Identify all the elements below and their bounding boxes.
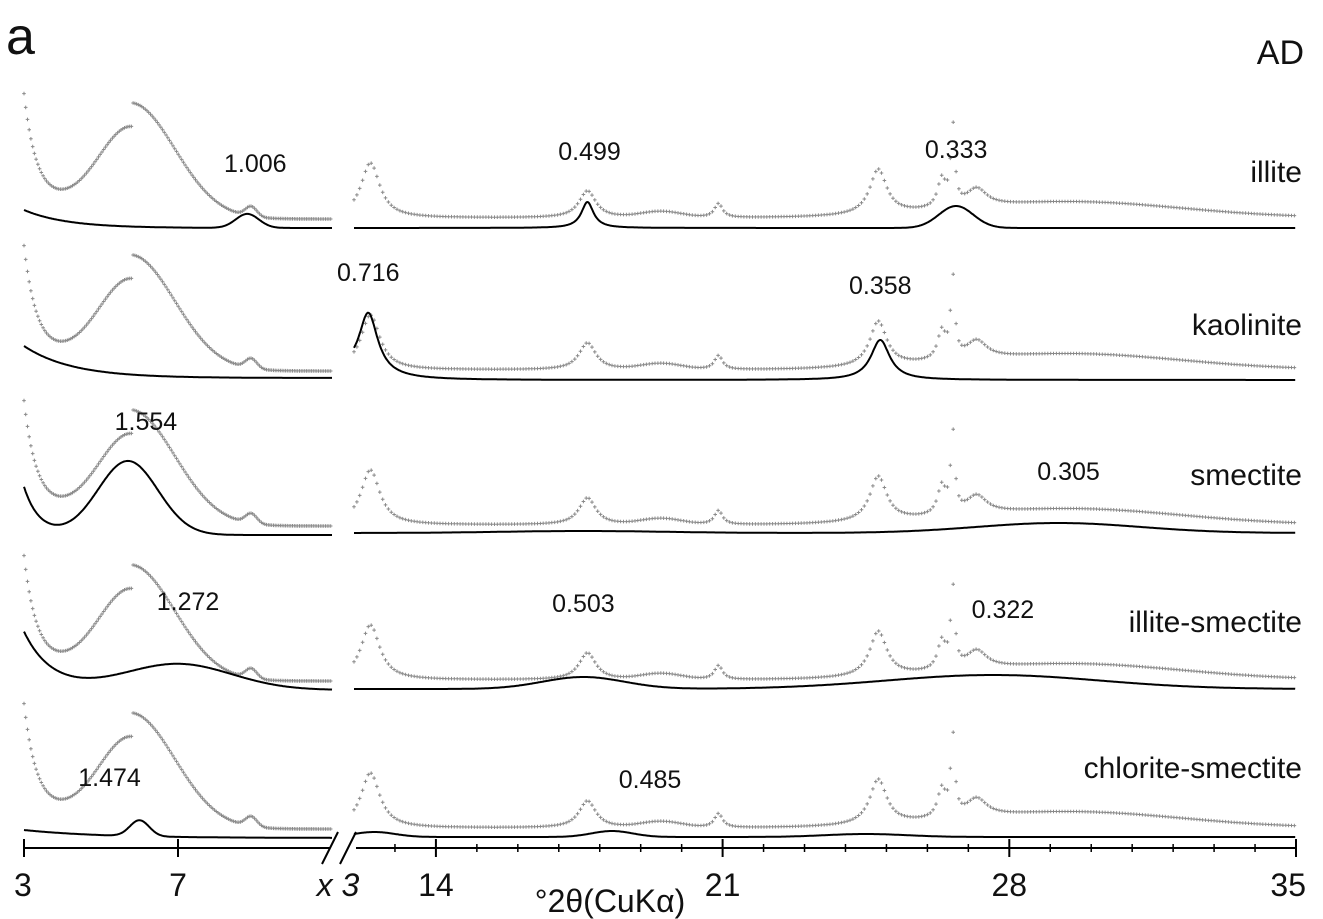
peak-label: 0.305 bbox=[1037, 458, 1100, 486]
measured-pattern-smectite bbox=[22, 398, 1297, 528]
measured-markers bbox=[22, 398, 1297, 528]
peak-label: 0.716 bbox=[337, 259, 400, 287]
x-tick-label: 14 bbox=[418, 867, 454, 903]
mineral-name: illite-smectite bbox=[1129, 606, 1302, 639]
axis-break-label: x 3 bbox=[315, 867, 360, 903]
peak-label: 0.485 bbox=[619, 766, 682, 794]
panel-kaolinite: 0.716 0.358 kaolinite bbox=[22, 243, 1302, 381]
measured-markers bbox=[22, 243, 1297, 373]
x-axis: 3 7 14 21 28 35 x 3 bbox=[14, 831, 1306, 903]
panel-smectite: 1.554 0.305 smectite bbox=[22, 398, 1302, 536]
panel-chlorite-smectite: 1.474 0.485 chlorite-smectite bbox=[22, 701, 1302, 839]
modeled-profile-high-illite-smectite bbox=[354, 674, 1296, 690]
x-tick-label: 35 bbox=[1270, 867, 1306, 903]
panel-label: a bbox=[6, 8, 35, 66]
mineral-panels: 1.006 0.499 0.333 illite 0.716 0.358 kaolinite… bbox=[22, 91, 1302, 839]
x-tick-label: 7 bbox=[169, 867, 187, 903]
modeled-profile-low-illite-smectite bbox=[23, 631, 333, 691]
modeled-profile-high-illite bbox=[354, 200, 1296, 229]
modeled-profile-low-kaolinite bbox=[23, 345, 332, 379]
measured-markers bbox=[22, 553, 1297, 683]
peak-label: 0.358 bbox=[849, 272, 912, 300]
peak-label: 1.474 bbox=[78, 764, 141, 792]
modeled-profile-low-smectite bbox=[23, 459, 332, 536]
modeled-profile-high-kaolinite bbox=[353, 311, 1296, 381]
mineral-name: smectite bbox=[1190, 459, 1302, 492]
peak-label: 0.503 bbox=[552, 590, 615, 618]
mineral-name: kaolinite bbox=[1192, 309, 1302, 342]
modeled-profile-high-chlorite-smectite bbox=[353, 830, 1296, 838]
axis-break-mark bbox=[321, 831, 357, 865]
peak-label: 1.272 bbox=[157, 588, 220, 616]
treatment-label: AD bbox=[1257, 34, 1304, 72]
modeled-profile-low-chlorite-smectite bbox=[23, 819, 332, 839]
peak-label: 1.554 bbox=[115, 408, 178, 436]
peak-label: 0.322 bbox=[972, 596, 1035, 624]
modeled-profile-low-illite bbox=[23, 209, 332, 229]
measured-pattern-kaolinite bbox=[22, 243, 1297, 373]
panel-illite: 1.006 0.499 0.333 illite bbox=[22, 91, 1302, 229]
measured-pattern-chlorite-smectite bbox=[22, 701, 1297, 831]
x-tick-label: 21 bbox=[705, 867, 741, 903]
x-axis-label: °2θ(CuKα) bbox=[535, 883, 685, 919]
modeled-profile-high-smectite bbox=[354, 522, 1296, 534]
measured-markers bbox=[22, 701, 1297, 831]
mineral-name: chlorite-smectite bbox=[1084, 752, 1302, 785]
peak-label: 0.499 bbox=[558, 138, 621, 166]
measured-pattern-illite-smectite bbox=[22, 553, 1297, 683]
x-tick-label: 3 bbox=[14, 867, 32, 903]
x-tick-label: 28 bbox=[992, 867, 1028, 903]
panel-illite-smectite: 1.272 0.503 0.322 illite-smectite bbox=[22, 553, 1302, 691]
peak-label: 1.006 bbox=[224, 150, 287, 178]
measured-pattern-illite bbox=[22, 91, 1297, 221]
measured-markers bbox=[22, 91, 1297, 221]
peak-label: 0.333 bbox=[925, 136, 988, 164]
mineral-name: illite bbox=[1250, 156, 1302, 189]
